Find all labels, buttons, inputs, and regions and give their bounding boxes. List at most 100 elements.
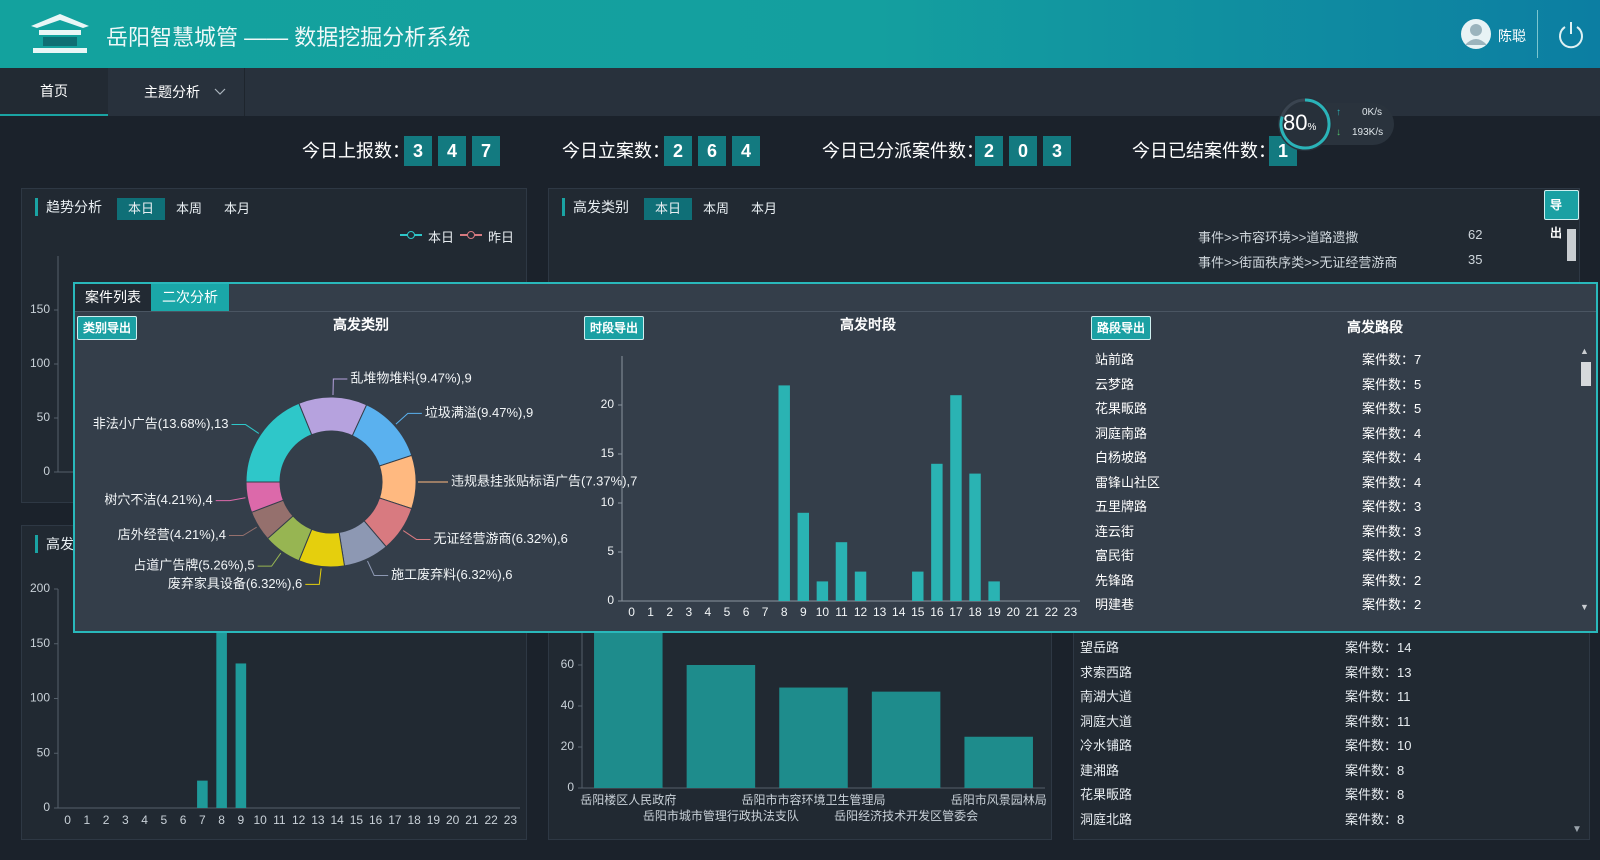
x-tick-label: 6 bbox=[180, 813, 187, 827]
x-tick-label: 3 bbox=[685, 605, 692, 619]
modal-tab[interactable]: 案件列表 bbox=[75, 284, 151, 311]
pie-slice bbox=[245, 402, 313, 483]
y-tick-label: 0 bbox=[43, 800, 50, 814]
road-name: 雷锋山社区 bbox=[1095, 474, 1161, 490]
analysis-modal: 案件列表 二次分析 类别导出 时段导出 路段导出 高发路段 ▲ ▼ 高发类别 高… bbox=[73, 282, 1598, 633]
road-count: 案件数：7 bbox=[1362, 352, 1422, 367]
tab[interactable]: 本月 bbox=[750, 201, 777, 216]
x-tick-label: 12 bbox=[292, 813, 306, 827]
tab[interactable]: 本月 bbox=[223, 201, 250, 216]
stat-digit: 4 bbox=[732, 136, 760, 166]
scrollbar bbox=[1581, 362, 1591, 386]
x-tick-label: 14 bbox=[330, 813, 344, 827]
scroll-arrow[interactable]: ▼ bbox=[1572, 824, 1582, 835]
panel-title: 高发类别 bbox=[562, 198, 629, 216]
road-name: 冷水铺路 bbox=[1080, 738, 1133, 753]
stat-digit: 6 bbox=[698, 136, 726, 166]
stat-digit: 2 bbox=[664, 136, 692, 166]
stat-digit: 7 bbox=[472, 136, 500, 166]
bar bbox=[594, 603, 663, 788]
road-count: 案件数：11 bbox=[1345, 713, 1411, 729]
export-button[interactable]: 时段导出 bbox=[584, 316, 645, 340]
user-name[interactable]: 陈聪 bbox=[1498, 28, 1526, 44]
road-name: 花果畈路 bbox=[1095, 401, 1148, 416]
x-tick-label: 1 bbox=[84, 813, 91, 827]
x-tick-label: 17 bbox=[388, 813, 402, 827]
export-button[interactable]: 类别导出 bbox=[77, 316, 138, 340]
legend-dot bbox=[467, 231, 475, 239]
x-tick-label: 22 bbox=[1045, 605, 1059, 619]
leader-line bbox=[215, 497, 246, 502]
bar bbox=[835, 542, 848, 601]
x-tick-label: 18 bbox=[968, 605, 982, 619]
y-tick-label: 50 bbox=[37, 410, 51, 424]
legend-label: 昨日 bbox=[488, 230, 515, 245]
data-label: 非法小广告(13.68%),13 bbox=[93, 416, 229, 431]
leader-line bbox=[367, 560, 389, 577]
bar bbox=[797, 512, 810, 601]
leader-line bbox=[228, 526, 257, 537]
bar bbox=[964, 736, 1033, 788]
road-count: 案件数：10 bbox=[1345, 738, 1412, 753]
x-tick-label: 19 bbox=[987, 605, 1001, 619]
x-tick-label: 11 bbox=[273, 813, 286, 827]
header: 岳阳智慧城管 —— 数据挖掘分析系统 陈聪 bbox=[0, 0, 1600, 68]
export-button[interactable]: 导出 bbox=[1544, 190, 1579, 240]
x-tick-label: 22 bbox=[484, 813, 498, 827]
tab[interactable]: 本周 bbox=[702, 201, 729, 216]
y-tick-label: 100 bbox=[30, 691, 50, 705]
y-tick-label: 50 bbox=[37, 745, 51, 759]
row-count: 62 bbox=[1468, 227, 1483, 242]
nav-tab[interactable]: 首页 bbox=[0, 68, 108, 116]
x-tick-label: 4 bbox=[141, 813, 148, 827]
x-tick-label: 2 bbox=[666, 605, 673, 619]
x-tick-label: 岳阳市风景园林局 bbox=[951, 792, 1047, 807]
road-count: 案件数：2 bbox=[1362, 597, 1422, 612]
nav-tab[interactable]: 主题分析 bbox=[144, 84, 200, 100]
tab-divider bbox=[75, 311, 1596, 312]
scroll-arrow[interactable]: ▼ bbox=[1580, 602, 1589, 612]
x-tick-label: 岳阳楼区人民政府 bbox=[580, 792, 676, 807]
road-count: 案件数：4 bbox=[1362, 450, 1422, 465]
x-tick-label: 4 bbox=[705, 605, 712, 619]
road-count: 案件数：3 bbox=[1362, 499, 1422, 514]
power-button[interactable] bbox=[1556, 19, 1586, 49]
x-tick-label: 20 bbox=[1007, 605, 1021, 619]
data-label: 占道广告牌(5.26%),5 bbox=[133, 558, 254, 573]
data-label: 树穴不洁(4.21%),4 bbox=[104, 492, 212, 507]
road-count: 案件数：13 bbox=[1345, 664, 1412, 680]
data-label: 垃圾满溢(9.47%),9 bbox=[425, 405, 533, 420]
tab[interactable]: 本周 bbox=[175, 201, 202, 216]
modal-tab[interactable]: 二次分析 bbox=[151, 284, 229, 311]
y-tick-label: 20 bbox=[561, 739, 575, 753]
x-tick-label: 21 bbox=[1026, 605, 1040, 619]
section-title: 高发路段 bbox=[1347, 319, 1403, 335]
scroll-arrow[interactable]: ▲ bbox=[1580, 346, 1589, 356]
stats-bar: 今日上报数： 3 4 7 今日立案数： 2 6 4 今日已分派案件数： 2 0 3 今日已结案件数： 1 bbox=[0, 136, 1600, 170]
road-name: 站前路 bbox=[1095, 352, 1135, 367]
road-count: 案件数：8 bbox=[1345, 811, 1405, 827]
leader-line bbox=[257, 552, 282, 567]
download-speed: 193K/s bbox=[1352, 127, 1384, 138]
tab[interactable]: 本日 bbox=[117, 198, 165, 220]
data-label: 乱堆物堆料(9.47%),9 bbox=[350, 370, 471, 385]
x-tick-label: 16 bbox=[930, 605, 944, 619]
stat-digit: 3 bbox=[404, 136, 432, 166]
tab[interactable]: 本日 bbox=[644, 198, 692, 220]
x-tick-label: 14 bbox=[892, 605, 906, 619]
user-avatar[interactable] bbox=[1460, 18, 1492, 50]
upload-speed: 0K/s bbox=[1362, 107, 1383, 118]
x-tick-label: 7 bbox=[762, 605, 769, 619]
y-tick-label: 20 bbox=[601, 397, 615, 411]
x-tick-label: 9 bbox=[238, 813, 245, 827]
bar bbox=[912, 571, 924, 601]
road-count: 案件数：4 bbox=[1362, 425, 1422, 441]
x-tick-label: 10 bbox=[253, 813, 267, 827]
road-name: 明建巷 bbox=[1095, 597, 1135, 612]
x-tick-label: 岳阳经济技术开发区管委会 bbox=[834, 808, 978, 823]
usage-number: 80 bbox=[1283, 110, 1308, 135]
row-name: 事件>>市容环境>>道路遗撒 bbox=[1198, 230, 1359, 245]
road-name: 建湘路 bbox=[1080, 762, 1120, 778]
y-tick-label: 5 bbox=[607, 544, 614, 558]
export-button[interactable]: 路段导出 bbox=[1091, 316, 1152, 340]
